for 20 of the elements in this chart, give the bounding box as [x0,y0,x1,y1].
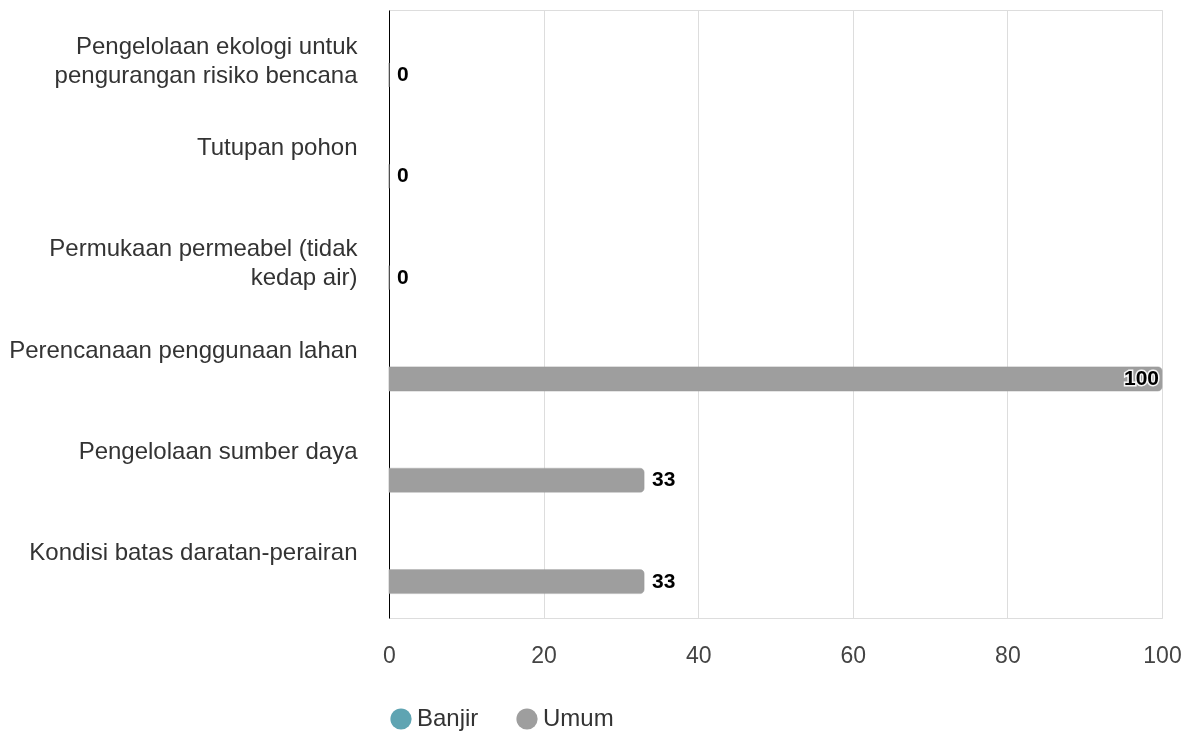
data-label: 0 [397,264,409,288]
y-tick-label: Pengelolaan sumber daya [78,437,359,464]
y-tick-label: Pengelolaan ekologi untuk pengurangan risiko bencana [54,31,359,88]
legend-label: Umum [543,704,614,731]
data-label: 100 [1123,365,1159,389]
legend-label: Banjir [417,704,479,731]
y-tick-label: Perencanaan penggunaan lahan [9,335,358,363]
data-label: 33 [652,467,676,491]
x-tick-label: 100 [1143,641,1182,668]
x-tick-label: 20 [531,641,557,668]
data-label: 0 [397,61,409,85]
y-tick-label: Tutupan pohon [196,133,358,160]
x-tick-label: 40 [685,641,712,668]
y-tick-label: Permukaan permeabel (tidak kedap air) [49,234,359,291]
x-tick-label: 80 [995,641,1021,668]
x-tick-label: 0 [383,641,396,668]
data-label: 33 [652,568,676,592]
data-label: 0 [397,163,409,187]
y-tick-label: Kondisi batas daratan-perairan [29,538,358,566]
x-tick-label: 60 [840,641,867,668]
